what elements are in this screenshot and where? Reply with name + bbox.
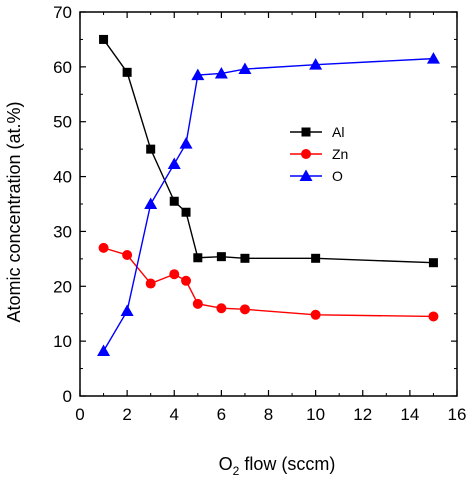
x-tick-label: 0: [75, 405, 84, 424]
x-tick-label: 14: [400, 405, 419, 424]
data-point-o: [191, 68, 205, 81]
x-tick-label: 4: [170, 405, 179, 424]
y-axis-title: Atomic concentration (at.%): [4, 101, 24, 322]
plot-area: 0 2 4 6 8 10 12 14 16 0 10 20 30 40 50 60 70 Al Zn O: [53, 3, 466, 424]
plot-frame: [79, 11, 458, 397]
data-point-al: [181, 207, 191, 217]
data-point-zn: [145, 278, 156, 289]
data-point-o: [97, 344, 111, 357]
legend-marker-al: [301, 127, 311, 137]
data-point-zn: [428, 311, 439, 322]
series-line-o: [102, 57, 434, 352]
x-tick-label: 8: [264, 405, 273, 424]
x-axis-title-main: O: [219, 454, 233, 474]
legend-label-o: O: [332, 168, 343, 184]
y-tick-label: 70: [53, 3, 72, 22]
data-point-zn: [181, 275, 192, 286]
data-point-al: [169, 196, 179, 206]
x-axis-title-subscript: 2: [233, 464, 240, 478]
data-point-zn: [216, 303, 227, 314]
series-line-zn: [103, 247, 434, 318]
y-tick-label: 10: [53, 332, 72, 351]
y-tick-label: 40: [53, 168, 72, 187]
data-point-zn: [169, 269, 180, 280]
x-tick-label: 10: [306, 405, 325, 424]
y-tick-label: 60: [53, 58, 72, 77]
data-point-o: [144, 197, 158, 209]
y-tick-label: 50: [53, 113, 72, 132]
legend-marker-zn: [301, 149, 311, 159]
x-tick-label: 16: [448, 405, 467, 424]
data-point-al: [146, 144, 156, 154]
data-point-o: [214, 66, 228, 79]
data-point-o: [120, 304, 134, 316]
x-axis-title: O2 flow (sccm): [219, 454, 336, 478]
data-point-al: [428, 258, 438, 268]
legend-marker-o: [299, 169, 313, 181]
y-tick-label: 20: [53, 277, 72, 296]
y-tick-label: 0: [63, 387, 72, 406]
legend-label-zn: Zn: [332, 146, 348, 162]
data-point-o: [309, 58, 323, 70]
y-tick-label: 30: [53, 222, 72, 241]
data-point-o: [167, 157, 181, 169]
data-point-zn: [192, 298, 203, 309]
data-point-al: [311, 253, 321, 263]
data-point-al: [122, 67, 132, 77]
data-point-zn: [239, 304, 250, 315]
data-point-al: [193, 253, 203, 263]
x-tick-label: 6: [217, 405, 226, 424]
data-point-al: [240, 253, 250, 263]
x-tick-label: 2: [122, 405, 131, 424]
data-point-o: [179, 137, 193, 149]
legend-label-al: Al: [332, 124, 344, 140]
data-point-o: [426, 52, 440, 64]
data-point-al: [216, 252, 226, 262]
data-point-al: [99, 34, 109, 44]
data-point-zn: [310, 309, 321, 320]
x-tick-label: 12: [353, 405, 372, 424]
data-point-zn: [98, 242, 109, 253]
series-line-al: [102, 39, 434, 264]
x-axis-title-rest: flow (sccm): [239, 454, 335, 474]
data-point-o: [238, 62, 252, 75]
data-point-zn: [122, 250, 133, 261]
